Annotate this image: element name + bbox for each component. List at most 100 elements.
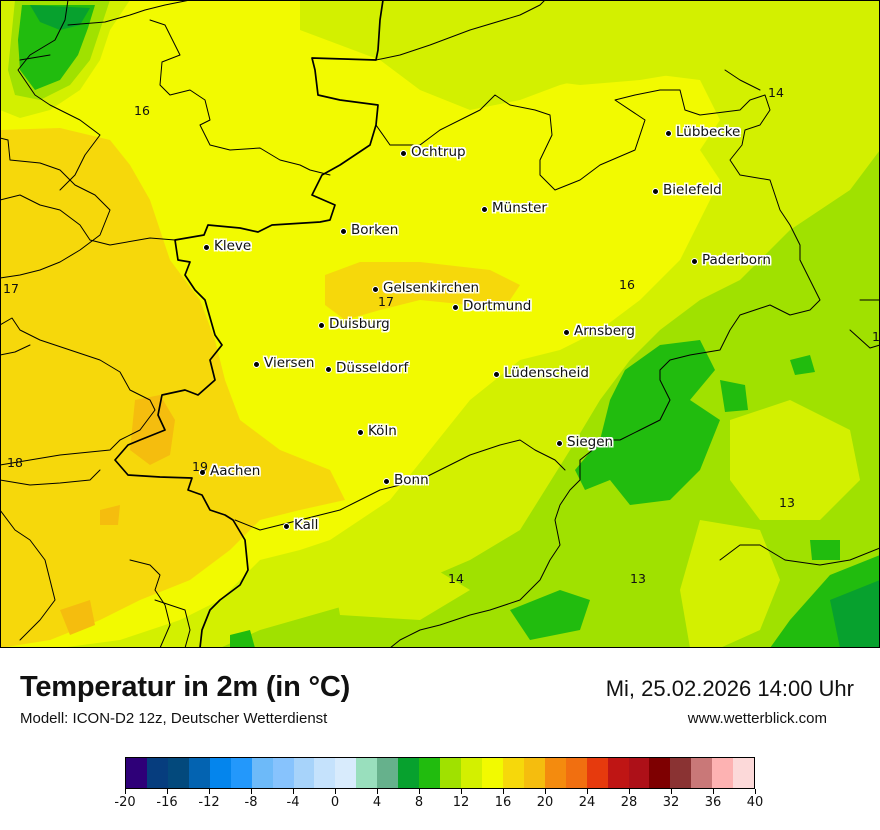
city-viersen: Viersen (253, 355, 314, 371)
colorbar-ticks: -20 -16 -12 -8 -4 0 4 8 12 16 20 24 28 32 36 40 (114, 789, 763, 819)
city-paderborn: Paderborn (691, 252, 771, 268)
colorbar-segment (628, 758, 650, 788)
city-bielefeld: Bielefeld (652, 182, 722, 198)
model-source: Modell: ICON-D2 12z, Deutscher Wetterdie… (20, 710, 328, 727)
colorbar-tick (166, 789, 168, 794)
colorbar-tick-label: 12 (452, 795, 470, 810)
colorbar-tick (754, 789, 756, 794)
city-dot-icon (340, 227, 347, 235)
colorbar-segment (733, 758, 755, 788)
colorbar-tick-label: -12 (198, 795, 220, 810)
colorbar-segment (461, 758, 482, 788)
city-siegen: Siegen (556, 434, 613, 450)
colorbar-segment (440, 758, 461, 788)
website-link[interactable]: www.wetterblick.com (687, 710, 827, 727)
colorbar-tick (376, 789, 378, 794)
colorbar-tick-label: -4 (286, 795, 300, 810)
colorbar-segment (146, 758, 168, 788)
colorbar-segment (419, 758, 441, 788)
city-bonn: Bonn (383, 472, 429, 488)
city-dot-icon (452, 303, 459, 311)
contour-label: 16 (619, 277, 635, 292)
city-gelsenkirchen: Gelsenkirchen (372, 280, 479, 296)
city-dortmund: Dortmund (452, 298, 531, 314)
city-borken: Borken (340, 222, 398, 238)
colorbar-segment (126, 758, 147, 788)
colorbar-tick (544, 789, 546, 794)
city-dot-icon (691, 257, 698, 265)
temperature-field (0, 0, 880, 648)
city-dot-icon (665, 129, 672, 137)
city-dot-icon (481, 205, 488, 213)
colorbar-segment (502, 758, 524, 788)
colorbar-segment (670, 758, 692, 788)
colorbar-segment (481, 758, 503, 788)
colorbar-segment (607, 758, 629, 788)
city-dot-icon (383, 477, 390, 485)
colorbar-segment (314, 758, 336, 788)
contour-label: 17 (378, 294, 394, 309)
colorbar-tick (712, 789, 714, 794)
contour-label: 13 (779, 495, 795, 510)
city-dot-icon (372, 285, 379, 293)
colorbar-tick-label: 36 (704, 795, 722, 810)
colorbar-segment (649, 758, 671, 788)
colorbar-tick-label: -20 (114, 795, 136, 810)
city-dot-icon (203, 243, 210, 251)
colorbar-tick-label: 8 (414, 795, 424, 810)
colorbar-segment (230, 758, 252, 788)
city-koeln: Köln (357, 423, 397, 439)
contour-label: 19 (192, 459, 208, 474)
colorbar-tick-label: 32 (662, 795, 680, 810)
contour-label: 16 (134, 103, 150, 118)
colorbar-segment (398, 758, 420, 788)
city-dot-icon (253, 360, 260, 368)
colorbar-tick (460, 789, 462, 794)
city-dot-icon (652, 187, 659, 195)
city-kleve: Kleve (203, 238, 251, 254)
colorbar-tick-label: -16 (156, 795, 178, 810)
city-dot-icon (325, 365, 332, 373)
colorbar-tick (250, 789, 252, 794)
colorbar-segment (167, 758, 189, 788)
city-dot-icon (199, 468, 206, 476)
city-dot-icon (556, 439, 563, 447)
city-luedenscheid: Lüdenscheid (493, 365, 589, 381)
city-dot-icon (563, 328, 570, 336)
city-dot-icon (357, 428, 364, 436)
colorbar-segment (523, 758, 545, 788)
city-luebbecke: Lübbecke (665, 124, 740, 140)
colorbar-segment (356, 758, 378, 788)
city-arnsberg: Arnsberg (563, 323, 635, 339)
colorbar-segment (544, 758, 566, 788)
colorbar-tick-label: 24 (578, 795, 596, 810)
city-duisburg: Duisburg (318, 316, 390, 332)
colorbar-tick (208, 789, 210, 794)
colorbar-segment (377, 758, 399, 788)
colorbar-segment (272, 758, 294, 788)
colorbar-tick-label: 4 (372, 795, 382, 810)
colorbar-tick (124, 789, 126, 794)
contour-label: 14 (448, 571, 464, 586)
colorbar-segment (586, 758, 608, 788)
colorbar-tick (586, 789, 588, 794)
city-aachen: Aachen (199, 463, 260, 479)
colorbar-segment (188, 758, 210, 788)
valid-datetime: Mi, 25.02.2026 14:00 Uhr (605, 676, 854, 701)
colorbar-segment (251, 758, 273, 788)
colorbar-tick (292, 789, 294, 794)
colorbar-tick-label: 20 (536, 795, 554, 810)
city-dot-icon (283, 522, 290, 530)
contour-label: 17 (3, 281, 19, 296)
chart-title: Temperatur in 2m (in °C) (20, 671, 351, 703)
city-dot-icon (318, 321, 325, 329)
colorbar (125, 757, 755, 789)
colorbar-tick (418, 789, 420, 794)
colorbar-segment (335, 758, 357, 788)
colorbar-tick-label: 0 (330, 795, 340, 810)
temperature-map: Ochtrup Lübbecke Bielefeld Münster Borke… (0, 0, 880, 648)
city-dot-icon (400, 149, 407, 157)
colorbar-tick (334, 789, 336, 794)
colorbar-tick (502, 789, 504, 794)
colorbar-tick (628, 789, 630, 794)
